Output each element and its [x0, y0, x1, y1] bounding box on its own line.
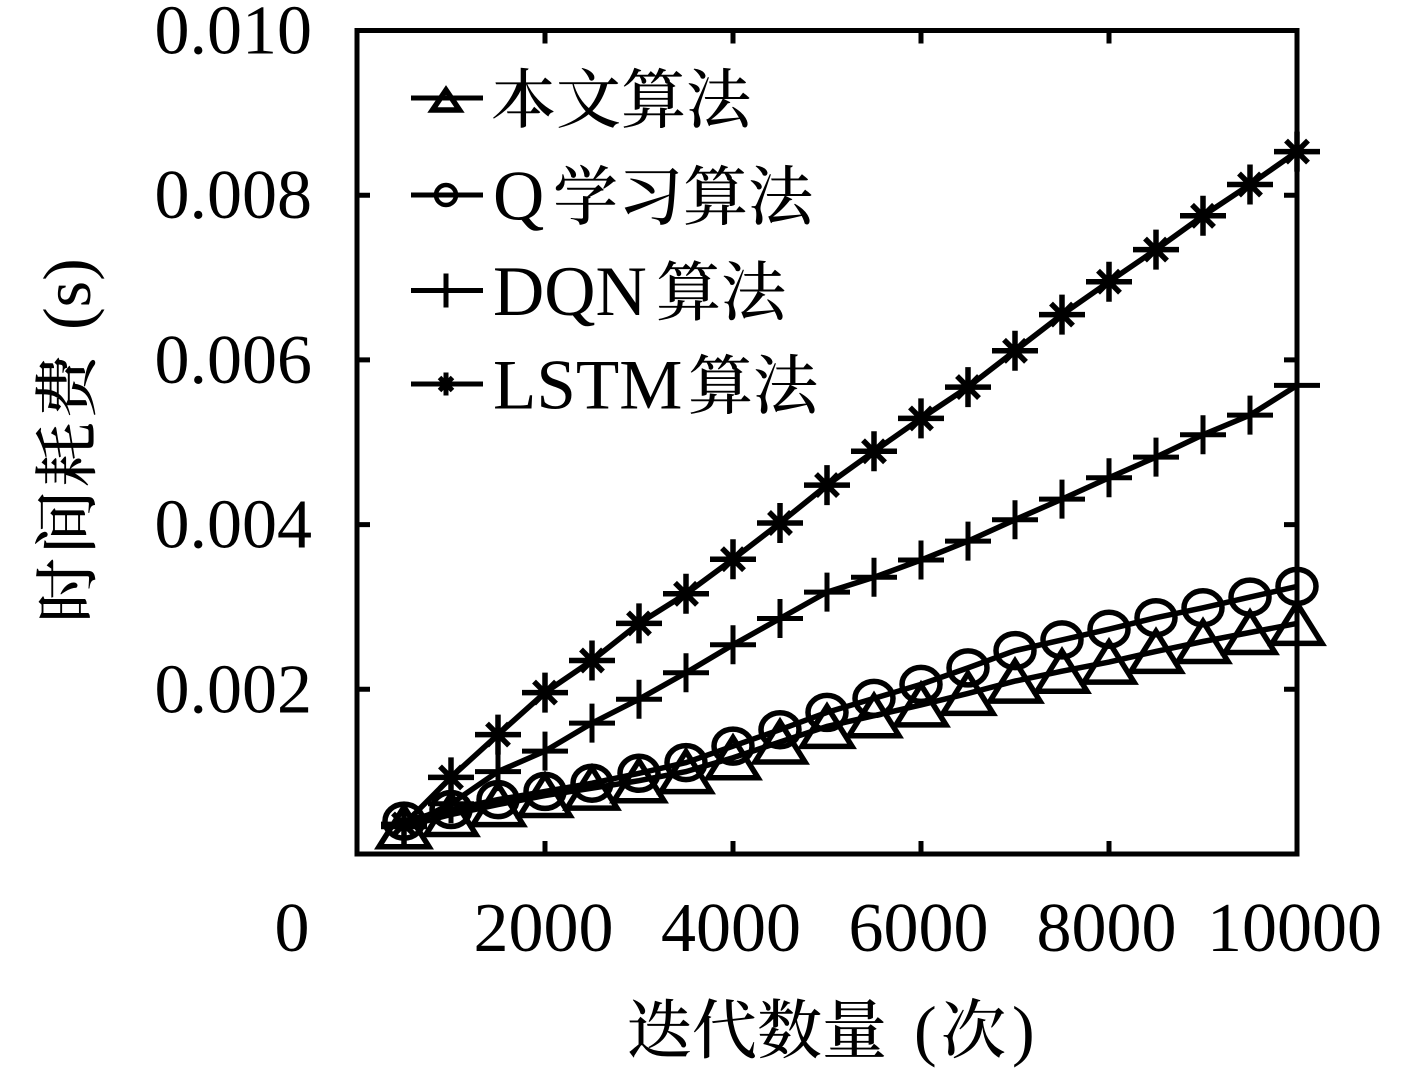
svg-text:0.010: 0.010: [155, 0, 313, 70]
svg-text:LSTM: LSTM: [493, 347, 682, 425]
svg-text:2000: 2000: [474, 890, 614, 967]
svg-text:8000: 8000: [1037, 890, 1177, 967]
svg-text:0.008: 0.008: [155, 157, 313, 234]
svg-text:6000: 6000: [849, 890, 989, 967]
svg-text:0: 0: [275, 890, 310, 967]
svg-text:Q: Q: [493, 158, 544, 236]
svg-text:0.006: 0.006: [155, 322, 313, 399]
svg-text:(: (: [914, 992, 937, 1068]
svg-text:DQN: DQN: [493, 253, 647, 331]
svg-text:(s): (s): [29, 258, 105, 330]
svg-text:): ): [1012, 992, 1035, 1068]
svg-text:4000: 4000: [661, 890, 801, 967]
svg-text:0.004: 0.004: [155, 487, 313, 564]
svg-text:10000: 10000: [1207, 890, 1382, 967]
svg-text:0.002: 0.002: [155, 651, 313, 728]
